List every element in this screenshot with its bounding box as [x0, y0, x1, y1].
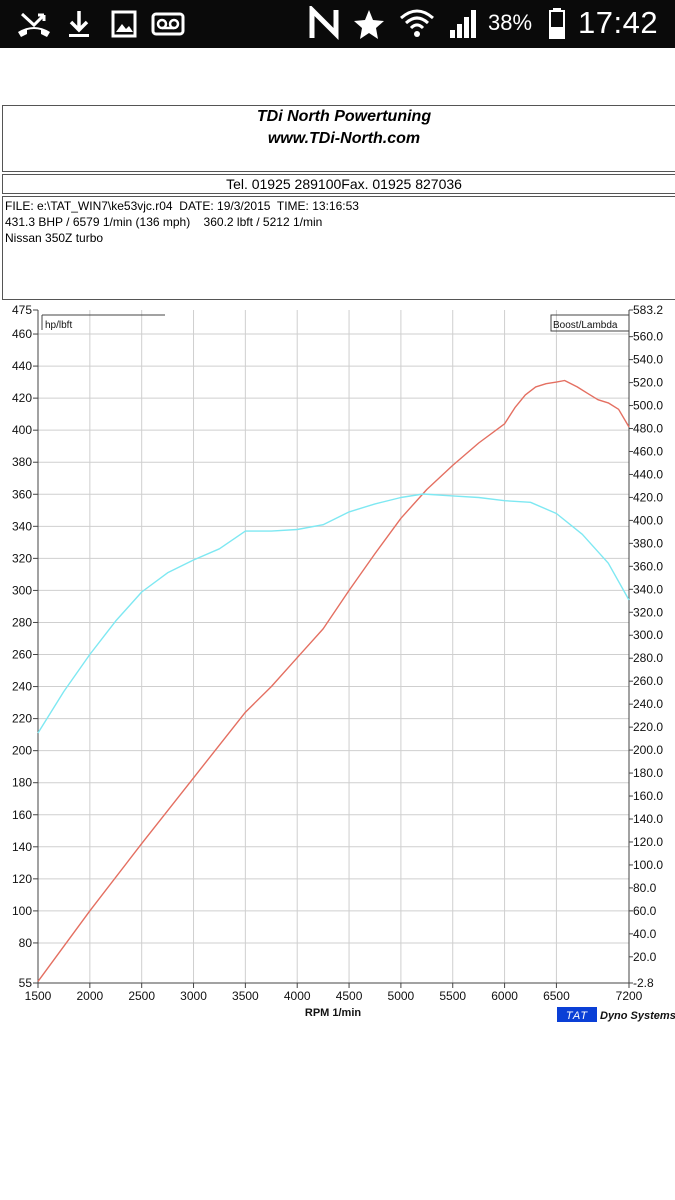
x-tick-label: 3500 [232, 989, 259, 1003]
run-info-box [2, 196, 675, 300]
x-tick-label: 6000 [491, 989, 518, 1003]
y-tick-label-right: 400.0 [633, 513, 663, 527]
header-title-box [2, 105, 675, 172]
x-tick-label: 7200 [616, 989, 643, 1003]
missed-call-icon [18, 12, 50, 37]
y-tick-label-right: 360.0 [633, 559, 663, 573]
y-tick-label-left: 80 [19, 936, 33, 950]
y-tick-label-left: 140 [12, 840, 32, 854]
y-tick-label-right: 180.0 [633, 766, 663, 780]
y-tick-label-left: 380 [12, 455, 32, 469]
tat-logo-box [557, 1007, 597, 1022]
y-tick-label-right: 100.0 [633, 858, 663, 872]
y-tick-label-right: 160.0 [633, 789, 663, 803]
y-tick-label-right: 120.0 [633, 835, 663, 849]
left-axis-label: hp/lbft [45, 320, 72, 331]
company-name: TDi North Powertuning [256, 108, 432, 125]
tat-logo-text: TAT [566, 1010, 588, 1022]
company-website: www.TDi-North.com [267, 130, 421, 147]
y-tick-label-right: 260.0 [633, 674, 663, 688]
file-line: FILE: e:\TAT_WIN7\ke53vjc.r04 DATE: 19/3… [5, 199, 359, 213]
y-tick-label-left: 260 [12, 648, 32, 662]
x-tick-label: 2500 [128, 989, 155, 1003]
signal-icon [450, 10, 476, 38]
y-tick-label-right: -2.8 [633, 976, 654, 990]
header-contact-box [2, 174, 675, 194]
y-tick-label-right: 340.0 [633, 582, 663, 596]
dyno-systems-text: Dyno Systems [600, 1010, 675, 1022]
x-tick-label: 5500 [439, 989, 466, 1003]
contact-line: Tel. 01925 289100Fax. 01925 827036 [226, 176, 462, 192]
y-tick-label-left: 200 [12, 744, 32, 758]
x-tick-label: 4000 [284, 989, 311, 1003]
voicemail-icon [151, 12, 185, 36]
y-tick-label-left: 360 [12, 487, 32, 501]
x-tick-label: 3000 [180, 989, 207, 1003]
x-tick-label: 1500 [25, 989, 52, 1003]
y-tick-label-right: 583.2 [633, 303, 663, 317]
y-tick-label-right: 140.0 [633, 812, 663, 826]
right-axis-label: Boost/Lambda [553, 320, 618, 331]
series-line-1 [37, 493, 630, 734]
image-icon [111, 10, 137, 38]
y-tick-label-right: 200.0 [633, 743, 663, 757]
y-tick-label-right: 460.0 [633, 444, 663, 458]
y-tick-label-right: 220.0 [633, 720, 663, 734]
y-tick-label-right: 300.0 [633, 628, 663, 642]
y-tick-label-left: 300 [12, 583, 32, 597]
result-line: 431.3 BHP / 6579 1/min (136 mph) 360.2 l… [5, 215, 323, 229]
clock: 17:42 [578, 5, 659, 40]
battery-icon [549, 8, 565, 39]
x-tick-label: 6500 [543, 989, 570, 1003]
x-tick-label: 5000 [388, 989, 415, 1003]
right-label-box [550, 314, 630, 332]
y-tick-label-left: 440 [12, 359, 32, 373]
y-tick-label-right: 480.0 [633, 422, 663, 436]
x-axis-label: RPM 1/min [305, 1007, 362, 1019]
download-icon [69, 11, 89, 37]
y-tick-label-left: 340 [12, 519, 32, 533]
dyno-chart: 475 460 440 420 400 380 360 340 320 300 280 260 240 2… [12, 303, 675, 1022]
star-icon [354, 10, 384, 39]
x-tick-label: 4500 [336, 989, 363, 1003]
y-tick-label-left: 160 [12, 808, 32, 822]
y-tick-label-left: 320 [12, 551, 32, 565]
y-tick-label-left: 280 [12, 615, 32, 629]
y-tick-label-right: 20.0 [633, 950, 657, 964]
y-tick-label-right: 540.0 [633, 353, 663, 367]
wifi-icon [400, 9, 434, 37]
y-tick-label-right: 280.0 [633, 651, 663, 665]
y-tick-label-left: 55 [19, 976, 33, 990]
y-tick-label-right: 60.0 [633, 904, 657, 918]
y-tick-label-left: 100 [12, 904, 32, 918]
x-tick-label: 2000 [76, 989, 103, 1003]
y-tick-label-left: 120 [12, 872, 32, 886]
y-tick-label-left: 180 [12, 776, 32, 790]
y-tick-label-right: 560.0 [633, 330, 663, 344]
y-tick-label-right: 380.0 [633, 536, 663, 550]
y-tick-label-left: 460 [12, 327, 32, 341]
y-tick-label-right: 240.0 [633, 697, 663, 711]
y-tick-label-right: 80.0 [633, 881, 657, 895]
vehicle-line: Nissan 350Z turbo [5, 231, 104, 245]
y-tick-label-left: 240 [12, 680, 32, 694]
status-bar: 38% 17:42 [0, 0, 675, 48]
nfc-icon [309, 6, 339, 41]
y-tick-label-right: 520.0 [633, 376, 663, 390]
battery-percent: 38% [488, 10, 533, 35]
y-tick-label-right: 420.0 [633, 490, 663, 504]
y-tick-label-right: 500.0 [633, 399, 663, 413]
y-tick-label-right: 40.0 [633, 927, 657, 941]
y-tick-label-left: 400 [12, 423, 32, 437]
y-tick-label-right: 320.0 [633, 605, 663, 619]
y-tick-label-right: 440.0 [633, 467, 663, 481]
y-tick-label-left: 420 [12, 391, 32, 405]
y-tick-label-left: 475 [12, 303, 32, 317]
series-line-0 [37, 379, 630, 982]
y-tick-label-left: 220 [12, 712, 32, 726]
